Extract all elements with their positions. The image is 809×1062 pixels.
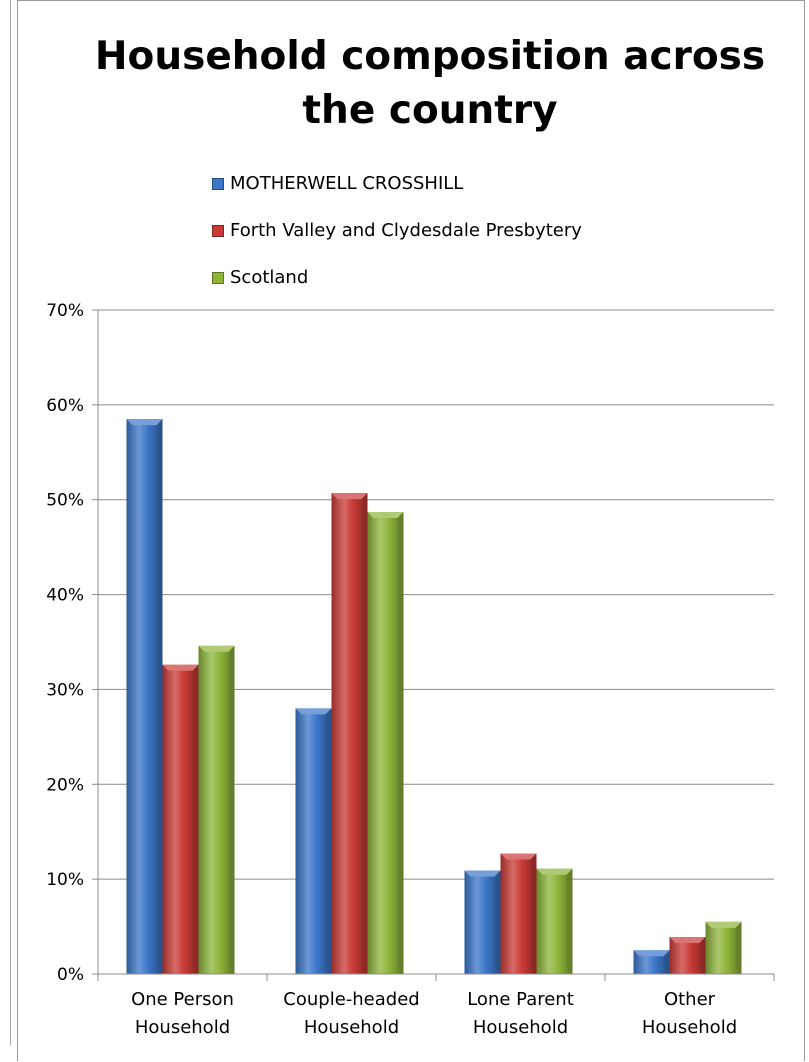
bar-side-bevel	[735, 921, 742, 974]
bar-side-bevel	[397, 512, 404, 974]
bar-top-bevel	[500, 853, 537, 860]
axes	[92, 309, 775, 981]
bar-top-bevel	[669, 937, 706, 944]
bar-top-bevel	[295, 708, 332, 715]
x-category-label: Couple-headed	[283, 989, 419, 1010]
bar-top-bevel	[198, 645, 235, 652]
bar-side-bevel	[192, 664, 199, 974]
bar-side-bevel	[494, 870, 501, 974]
adjacent-page-border	[0, 0, 11, 1045]
bar-top-bevel	[536, 868, 573, 875]
bar-top-bevel	[464, 870, 501, 877]
y-tick-label: 30%	[46, 680, 84, 700]
axis-labels: 0% 10% 20% 30% 40% 50% 60% 70% One Person Househo…	[46, 301, 737, 1038]
x-category-label: Household	[473, 1017, 568, 1038]
bar-side-bevel	[566, 868, 573, 974]
bar-top-bevel	[331, 493, 368, 500]
chart-title-line-1: Household composition across	[94, 34, 766, 79]
legend-label: MOTHERWELL CROSSHILL	[230, 173, 464, 194]
bar-side-bevel	[699, 937, 706, 974]
bar-top-bevel	[705, 921, 742, 928]
y-tick-label: 50%	[46, 491, 84, 511]
bar-top-bevel	[633, 950, 670, 957]
legend-item-presbytery: Forth Valley and Clydesdale Presbytery	[212, 207, 582, 254]
bar-top-bevel	[126, 419, 163, 426]
bar-side-bevel	[663, 950, 670, 974]
bars	[126, 419, 742, 975]
y-tick-label: 10%	[46, 870, 84, 890]
bar-side-bevel	[361, 493, 368, 974]
bar-top-bevel	[162, 664, 199, 671]
chart-title-line-2: the country	[302, 88, 558, 133]
legend-label: Forth Valley and Clydesdale Presbytery	[230, 220, 582, 241]
y-tick-label: 60%	[46, 396, 84, 416]
y-tick-label: 0%	[57, 965, 84, 985]
x-category-label: Lone Parent	[467, 989, 574, 1010]
x-category-label: Other	[664, 989, 716, 1010]
x-category-label: One Person	[131, 989, 234, 1010]
bar-side-bevel	[228, 645, 235, 974]
x-category-label: Household	[135, 1017, 230, 1038]
legend-item-scotland: Scotland	[212, 254, 582, 301]
y-tick-label: 40%	[46, 586, 84, 606]
legend-swatch	[212, 271, 224, 284]
legend-swatch	[212, 224, 224, 237]
bar-side-bevel	[325, 708, 332, 974]
x-category-label: Household	[304, 1017, 399, 1038]
legend-swatch	[212, 177, 224, 190]
chart-frame	[17, 0, 805, 1061]
y-tick-label: 70%	[46, 301, 84, 321]
chart-legend: MOTHERWELL CROSSHILL Forth Valley and Cl…	[212, 160, 582, 301]
y-tick-label: 20%	[46, 775, 84, 795]
bar-side-bevel	[156, 419, 163, 975]
bar-top-bevel	[367, 512, 404, 519]
legend-label: Scotland	[230, 267, 309, 288]
bar-side-bevel	[530, 853, 537, 974]
chart-title: Household composition across the country	[50, 30, 809, 138]
legend-item-motherwell: MOTHERWELL CROSSHILL	[212, 160, 582, 207]
x-category-label: Household	[642, 1017, 737, 1038]
